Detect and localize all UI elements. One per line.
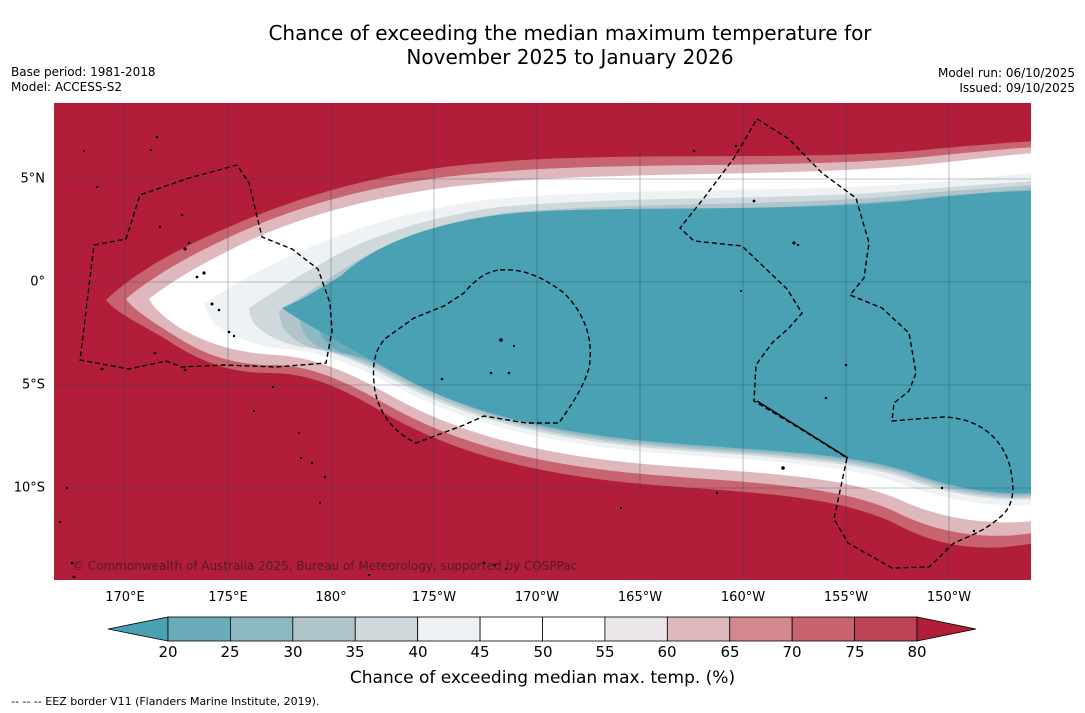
colorbar-segment	[354, 616, 419, 642]
title-line-2: November 2025 to January 2026	[406, 45, 734, 69]
eez-line-islands	[679, 118, 1014, 569]
colorbar-segment	[604, 616, 668, 642]
probability-map: © Commonwealth of Australia 2025, Bureau…	[54, 103, 1031, 580]
colorbar-segment	[479, 616, 543, 642]
colorbar-tick: 60	[657, 643, 677, 661]
colorbar-extend-high	[916, 616, 977, 642]
colorbar-segment	[729, 616, 793, 642]
colorbar-segment	[167, 616, 231, 642]
colorbar-label: Chance of exceeding median max. temp. (%…	[349, 668, 736, 688]
colorbar-tick: 40	[408, 643, 428, 661]
colorbar-tick: 35	[345, 643, 365, 661]
meta-left: Base period: 1981-2018 Model: ACCESS-S2	[11, 65, 156, 95]
lon-label: 160°W	[720, 590, 766, 605]
eez-borders	[79, 118, 1014, 569]
lon-label: 175°W	[411, 590, 457, 605]
colorbar-tick: 20	[158, 643, 178, 661]
colorbar-segment	[230, 616, 294, 642]
colorbar-tick: 25	[220, 643, 240, 661]
colorbar-segment	[292, 616, 356, 642]
lat-label: 0°	[30, 274, 45, 290]
copyright-text: © Commonwealth of Australia 2025, Bureau…	[72, 559, 577, 573]
lat-label: 10°S	[13, 480, 45, 496]
colorbar	[108, 616, 977, 642]
colorbar-segment	[542, 616, 606, 642]
eez-solid-segment	[756, 400, 849, 459]
map-title: Chance of exceeding the median maximum t…	[0, 21, 1085, 69]
colorbar-segment	[791, 616, 855, 642]
islands	[58, 135, 976, 579]
colorbar-tick: 50	[533, 643, 553, 661]
lon-label: 170°W	[514, 590, 560, 605]
issued-date: Issued: 09/10/2025	[959, 81, 1075, 95]
lat-label: 5°S	[21, 377, 45, 393]
band-18	[282, 191, 1031, 494]
colorbar-tick: 80	[907, 643, 927, 661]
model-run: Model run: 06/10/2025	[937, 66, 1075, 80]
lon-label: 180°	[315, 590, 347, 605]
lon-label: 150°W	[926, 590, 972, 605]
colorbar-segment	[417, 616, 481, 642]
base-period: Base period: 1981-2018	[11, 65, 156, 79]
colorbar-tick: 75	[845, 643, 865, 661]
meta-right: Model run: 06/10/2025 Issued: 09/10/2025	[938, 66, 1075, 96]
colorbar-tick: 65	[720, 643, 740, 661]
eez-legend-note: -- -- -- EEZ border V11 (Flanders Marine…	[11, 695, 320, 708]
colorbar-extend-low	[108, 616, 169, 642]
colorbar-tick: 45	[470, 643, 490, 661]
colorbar-segment	[666, 616, 731, 642]
lat-label: 5°N	[20, 171, 46, 187]
colorbar-tick: 30	[283, 643, 303, 661]
model-name: Model: ACCESS-S2	[11, 80, 123, 94]
colorbar-tick: 55	[595, 643, 615, 661]
title-line-1: Chance of exceeding the median maximum t…	[268, 21, 872, 45]
lon-label: 165°W	[617, 590, 663, 605]
colorbar-tick: 70	[782, 643, 802, 661]
eez-phoenix	[372, 269, 591, 444]
eez-kiribati-gilberts	[79, 164, 333, 370]
lon-label: 170°E	[105, 590, 145, 605]
lon-label: 175°E	[208, 590, 248, 605]
colorbar-segment	[854, 616, 918, 642]
lon-label: 155°W	[823, 590, 869, 605]
graticule	[54, 103, 1031, 580]
